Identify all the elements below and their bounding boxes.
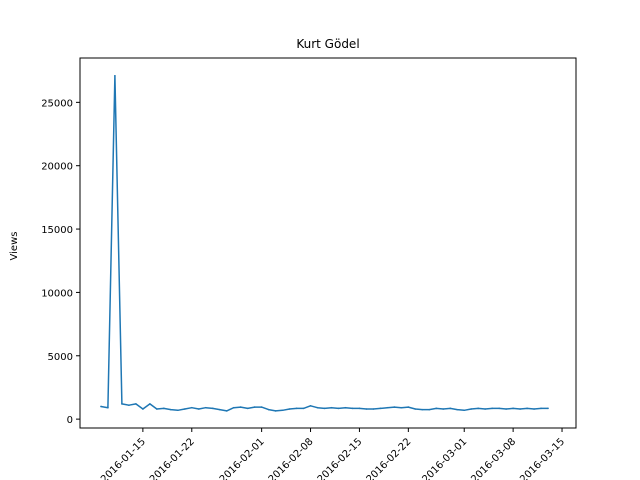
x-tick-label: 2016-03-01 [420, 436, 469, 480]
data-point [456, 408, 459, 411]
data-point [302, 407, 305, 410]
data-point [183, 408, 186, 410]
series-layer [100, 74, 549, 412]
y-axis-label: Views [9, 232, 20, 261]
data-point [442, 408, 445, 410]
data-point [498, 407, 500, 410]
data-point [428, 408, 431, 411]
data-point [218, 408, 221, 411]
data-point [449, 407, 452, 410]
data-point [253, 406, 256, 408]
data-point [435, 407, 438, 410]
data-point [386, 406, 389, 409]
x-tick-label: 2016-03-08 [469, 436, 518, 480]
y-tick-label: 20000 [41, 162, 73, 173]
data-point [121, 403, 123, 405]
chart-title: Kurt Gödel [296, 37, 359, 51]
data-point [358, 407, 361, 410]
x-axis: 2016-01-15 2016-01-22 2016-02-01 2016-02-08… [99, 428, 567, 480]
data-point [316, 406, 319, 409]
data-point [533, 408, 535, 410]
data-point [421, 408, 424, 411]
data-point [323, 407, 326, 410]
data-point [351, 407, 354, 410]
data-point [260, 406, 263, 408]
data-point [239, 406, 242, 408]
data-point [512, 407, 514, 410]
data-point [204, 406, 207, 409]
data-point [197, 408, 200, 410]
x-tick-label: 2016-01-22 [148, 436, 197, 480]
data-point [128, 404, 130, 406]
data-point [337, 407, 340, 410]
data-point [156, 408, 158, 410]
data-point [372, 408, 375, 410]
data-point [344, 406, 347, 409]
x-tick-label: 2016-02-01 [218, 436, 267, 480]
series-line-0 [100, 74, 549, 412]
data-point [100, 405, 102, 408]
data-point [505, 408, 507, 410]
data-point [484, 408, 486, 410]
data-point [211, 407, 214, 410]
data-point [107, 406, 109, 409]
data-point [407, 406, 410, 408]
x-tick-label: 2016-02-22 [365, 436, 414, 480]
data-point [330, 406, 333, 409]
data-point [526, 407, 528, 410]
data-point [142, 408, 144, 410]
plot-frame [79, 57, 577, 429]
data-point [190, 406, 193, 409]
data-point [232, 406, 235, 409]
x-tick-label: 2016-01-15 [99, 436, 148, 480]
data-point [477, 407, 479, 410]
data-point [547, 407, 549, 410]
data-point [267, 408, 270, 411]
data-point [309, 405, 312, 407]
data-point [225, 410, 228, 412]
data-point [149, 403, 151, 405]
data-point [470, 408, 473, 410]
y-tick-label: 10000 [41, 288, 73, 299]
data-point [288, 408, 291, 410]
y-tick-label: 5000 [48, 352, 73, 363]
y-tick-label: 0 [67, 415, 73, 426]
x-tick-label: 2016-02-08 [267, 436, 316, 480]
data-point [540, 407, 542, 410]
data-point [177, 409, 179, 412]
data-point [491, 407, 493, 410]
x-tick-label: 2016-03-15 [518, 436, 567, 480]
y-axis: 0 5000 10000 15000 20000 25000 [41, 98, 80, 426]
x-tick-label: 2016-02-15 [316, 436, 365, 480]
data-point [393, 406, 396, 408]
data-point [379, 407, 382, 410]
data-point [295, 407, 298, 410]
data-point [281, 409, 284, 412]
data-point [135, 403, 137, 405]
data-point [246, 407, 249, 410]
data-point [163, 407, 165, 410]
data-point [114, 74, 116, 77]
data-point [365, 408, 368, 410]
y-tick-label: 15000 [41, 225, 73, 236]
data-point [463, 409, 466, 412]
data-point [519, 408, 521, 410]
data-point [400, 406, 403, 409]
y-tick-label: 25000 [41, 98, 73, 109]
data-point [414, 408, 417, 410]
data-point [170, 408, 172, 411]
data-point [274, 410, 277, 412]
